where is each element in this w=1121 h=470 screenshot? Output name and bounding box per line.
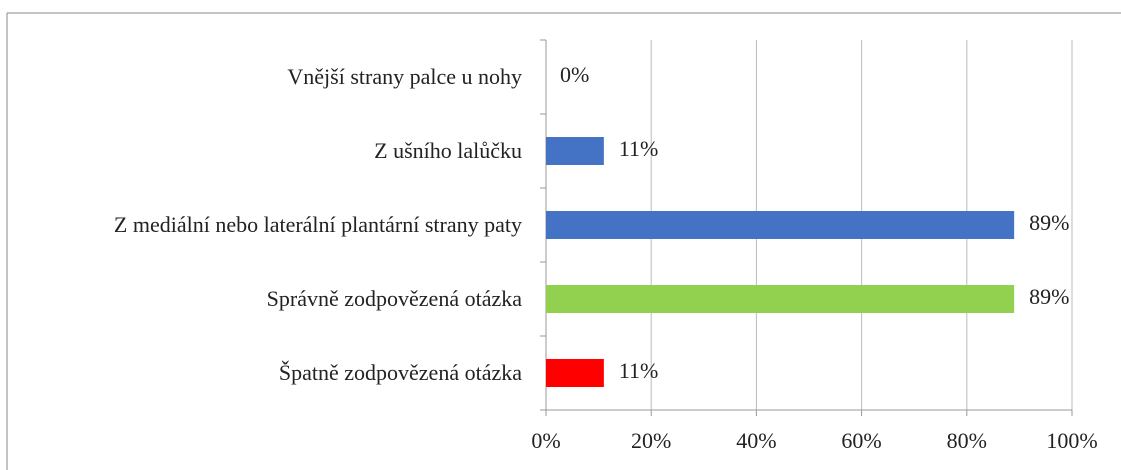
x-tick-label: 80% (947, 428, 987, 453)
bar (546, 285, 1015, 313)
x-tick-label: 40% (736, 428, 776, 453)
category-label: Z mediální nebo laterální plantární stra… (12, 210, 522, 240)
category-text: Špatně zodpovězená otázka (278, 360, 522, 385)
value-label: 89% (1029, 284, 1069, 309)
category-label: Z ušního lalůčku (12, 136, 522, 166)
x-tick-label: 100% (1046, 428, 1097, 453)
value-label: 11% (619, 136, 659, 161)
value-label: 89% (1029, 210, 1069, 235)
category-text: Z mediální nebo laterální plantární stra… (113, 212, 522, 237)
x-tick-label: 0% (531, 428, 560, 453)
category-text: Vnější strany palce u nohy (287, 64, 522, 89)
value-label: 0% (560, 62, 589, 87)
x-tick-label: 20% (631, 428, 671, 453)
category-label: Správně zodpovězená otázka (12, 284, 522, 314)
category-text: Z ušního lalůčku (374, 138, 522, 163)
bar (546, 137, 604, 165)
category-label: Špatně zodpovězená otázka (12, 358, 522, 388)
category-label: Vnější strany palce u nohy (12, 62, 522, 92)
bar (546, 211, 1015, 239)
x-tick-label: 60% (841, 428, 881, 453)
value-label: 11% (619, 358, 659, 383)
bar (546, 359, 604, 387)
category-text: Správně zodpovězená otázka (266, 286, 522, 311)
